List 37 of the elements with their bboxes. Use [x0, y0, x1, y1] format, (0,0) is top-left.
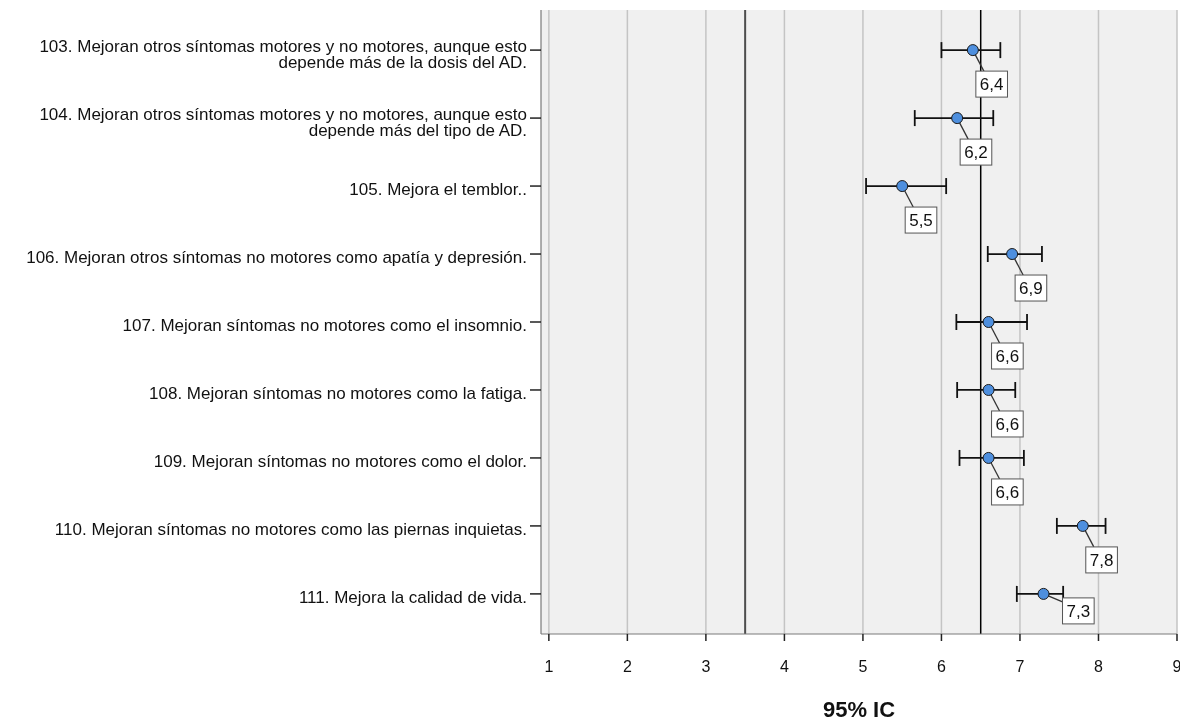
data-label: 6,6 [995, 414, 1020, 434]
x-axis-title: 95% IC [822, 697, 896, 722]
x-tick-label: 3 [701, 658, 711, 675]
point [982, 316, 995, 328]
data-label: 6,2 [964, 143, 988, 163]
point [1076, 519, 1089, 532]
y-tick-label: 107. Mejoran síntomas no motores como el insomnio. [122, 316, 527, 335]
point [896, 180, 909, 193]
y-tick-label: 109. Mejoran síntomas no motores como el dolor. [153, 451, 527, 471]
y-tick-label: 111. Mejora la calidad de vida. [298, 587, 527, 607]
y-tick-label: 110. Mejoran síntomas no motores como las piernas inquietas. [54, 519, 527, 539]
data-label: 6,6 [995, 482, 1020, 502]
data-label: 7,3 [1066, 601, 1091, 621]
data-label: 5,5 [909, 211, 933, 231]
x-tick-label: 1 [544, 658, 554, 675]
point [1037, 587, 1050, 600]
x-tick-label: 5 [858, 658, 868, 675]
data-label: 7,8 [1089, 550, 1114, 570]
x-tick-label: 8 [1094, 658, 1104, 675]
y-tick-label: 105. Mejora el temblor.. [349, 180, 527, 200]
y-tick-label: 106. Mejoran otros síntomas no motores como apatía y depresión. [26, 248, 527, 268]
data-label: 6,6 [995, 347, 1020, 366]
point [982, 451, 995, 464]
data-label: 6,4 [979, 75, 1004, 95]
y-tick-label: 103. Mejoran otros síntomas motores y no motores, aunque esto depende más de la dosis del AD. [39, 36, 527, 72]
x-tick-label: 2 [622, 658, 632, 675]
point [951, 112, 964, 125]
point [1006, 248, 1019, 261]
x-tick-label: 6 [936, 658, 946, 675]
x-tick-label: 9 [1172, 658, 1180, 675]
x-tick-label: 4 [779, 658, 789, 675]
x-tick-label: 7 [1015, 658, 1025, 675]
y-tick-label: 108. Mejoran síntomas no motores como la fatiga. [149, 383, 527, 403]
data-label: 6,9 [1019, 279, 1043, 299]
point [982, 383, 995, 396]
y-tick-label: 104. Mejoran otros síntomas motores y no motores, aunque esto depende más del tipo de AD. [39, 104, 527, 140]
point [966, 44, 979, 57]
